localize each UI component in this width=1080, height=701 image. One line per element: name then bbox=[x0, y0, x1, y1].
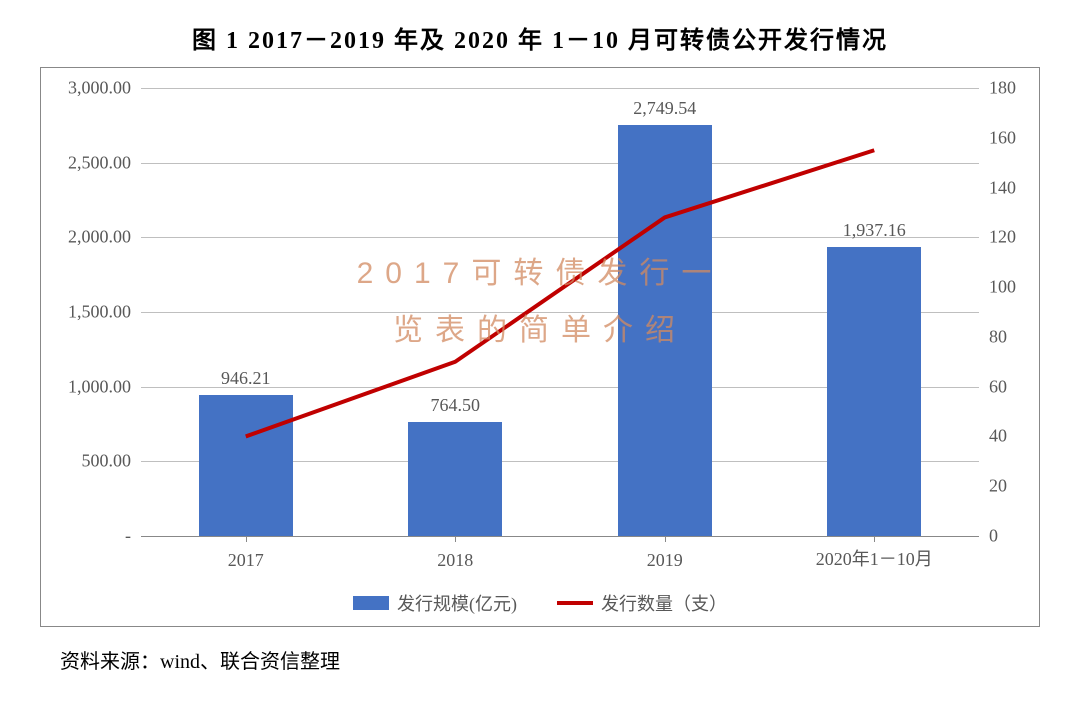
y-left-tick-label: 3,000.00 bbox=[51, 78, 131, 99]
legend: 发行规模(亿元) 发行数量（支） bbox=[353, 590, 727, 616]
legend-bar-label: 发行规模(亿元) bbox=[397, 590, 517, 616]
source-citation: 资料来源：wind、联合资信整理 bbox=[20, 645, 1060, 674]
y-left-tick-label: 1,500.00 bbox=[51, 302, 131, 323]
y-right-tick-label: 100 bbox=[989, 277, 1029, 298]
y-right-tick-label: 120 bbox=[989, 227, 1029, 248]
line-swatch-icon bbox=[557, 601, 593, 605]
x-tick bbox=[455, 536, 456, 542]
y-right-tick-label: 180 bbox=[989, 78, 1029, 99]
y-left-tick-label: 1,000.00 bbox=[51, 376, 131, 397]
y-left-tick-label: 500.00 bbox=[51, 451, 131, 472]
x-tick bbox=[665, 536, 666, 542]
x-category-label: 2017 bbox=[228, 550, 264, 571]
y-left-tick-label: - bbox=[51, 526, 131, 547]
chart-container: - 500.00 1,000.00 1,500.00 2,000.00 2,500.00 3… bbox=[40, 67, 1040, 627]
y-right-tick-label: 160 bbox=[989, 127, 1029, 148]
y-right-tick-label: 0 bbox=[989, 526, 1029, 547]
x-category-label: 2018 bbox=[437, 550, 473, 571]
x-category-label: 2020年1－10月 bbox=[816, 545, 933, 571]
y-right-tick-label: 60 bbox=[989, 376, 1029, 397]
legend-item-bar: 发行规模(亿元) bbox=[353, 590, 517, 616]
y-right-tick-label: 80 bbox=[989, 326, 1029, 347]
y-left-tick-label: 2,500.00 bbox=[51, 152, 131, 173]
x-tick bbox=[874, 536, 875, 542]
x-tick bbox=[246, 536, 247, 542]
x-axis-line bbox=[141, 536, 979, 537]
x-category-label: 2019 bbox=[647, 550, 683, 571]
y-right-tick-label: 40 bbox=[989, 426, 1029, 447]
y-right-tick-label: 20 bbox=[989, 476, 1029, 497]
y-left-tick-label: 2,000.00 bbox=[51, 227, 131, 248]
legend-item-line: 发行数量（支） bbox=[557, 590, 727, 616]
y-right-tick-label: 140 bbox=[989, 177, 1029, 198]
bar-swatch-icon bbox=[353, 596, 389, 610]
plot-area: -500.001,000.001,500.002,000.002,500.003… bbox=[141, 88, 979, 536]
chart-title: 图 1 2017－2019 年及 2020 年 1－10 月可转债公开发行情况 bbox=[20, 20, 1060, 55]
legend-line-label: 发行数量（支） bbox=[601, 590, 727, 616]
line-series bbox=[141, 88, 979, 536]
